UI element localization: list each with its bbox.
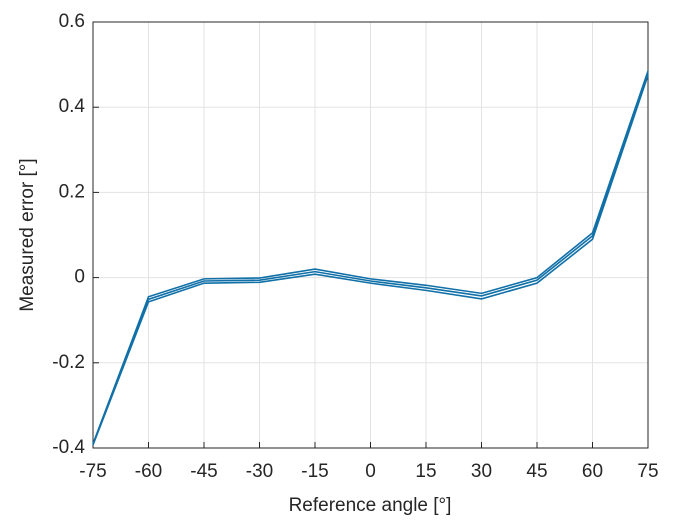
x-tick-label: -30 [246, 461, 273, 482]
y-axis-label: Measured error [°] [17, 158, 38, 311]
x-tick-label: 15 [415, 461, 436, 482]
plot-frame [92, 21, 649, 449]
data-line [92, 74, 649, 446]
x-tick-label: -75 [79, 461, 106, 482]
y-tick-label: 0.2 [59, 181, 85, 202]
data-line [92, 70, 649, 445]
x-tick-label: -45 [190, 461, 217, 482]
x-axis-label: Reference angle [°] [289, 495, 452, 516]
y-tick-label: -0.2 [52, 352, 85, 373]
y-tick-label: 0.4 [59, 96, 86, 117]
y-tick-label: 0 [74, 267, 85, 288]
data-line [92, 72, 649, 445]
x-tick-label: -15 [301, 461, 328, 482]
y-tick-label: 0.6 [59, 11, 85, 32]
x-tick-label: 45 [526, 461, 547, 482]
x-tick-label: 30 [471, 461, 492, 482]
x-tick-label: -60 [135, 461, 162, 482]
y-tick-label: -0.4 [52, 437, 85, 458]
x-tick-label: 60 [582, 461, 603, 482]
x-tick-label: 0 [365, 461, 376, 482]
x-tick-label: 75 [637, 461, 658, 482]
